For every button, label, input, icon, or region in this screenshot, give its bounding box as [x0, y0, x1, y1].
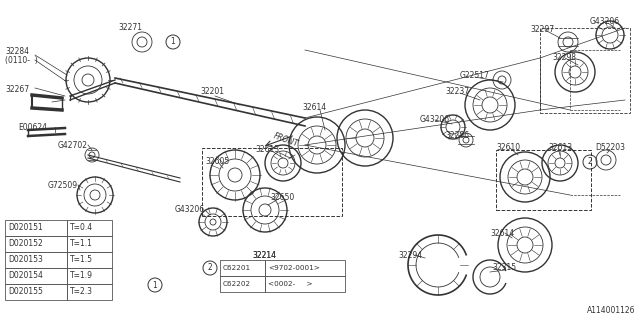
- Text: 32613: 32613: [548, 143, 572, 153]
- Text: 32297: 32297: [530, 26, 554, 35]
- Text: 32214: 32214: [252, 251, 276, 260]
- Bar: [5, 252, 67, 268]
- Text: 32613: 32613: [255, 146, 279, 155]
- Bar: [67, 284, 112, 300]
- Text: G72509: G72509: [48, 180, 78, 189]
- Text: 32201: 32201: [200, 87, 224, 97]
- Bar: [265, 260, 345, 276]
- Text: T=1.9: T=1.9: [70, 271, 93, 281]
- Text: D020152: D020152: [8, 239, 43, 249]
- Bar: [5, 284, 67, 300]
- Bar: [220, 260, 265, 276]
- Text: 2: 2: [207, 263, 212, 273]
- Text: G42702: G42702: [58, 140, 88, 149]
- Text: 32286: 32286: [445, 131, 469, 140]
- Text: G22517: G22517: [460, 70, 490, 79]
- Text: T=0.4: T=0.4: [70, 223, 93, 233]
- Text: <9702-0001>: <9702-0001>: [268, 265, 320, 271]
- Text: C62201: C62201: [223, 265, 251, 271]
- Text: 32610: 32610: [496, 143, 520, 153]
- Text: FRONT: FRONT: [272, 131, 300, 149]
- Text: 32214: 32214: [252, 251, 276, 260]
- Text: D020155: D020155: [8, 287, 43, 297]
- Text: 32237: 32237: [445, 87, 469, 97]
- Bar: [496, 150, 591, 210]
- Text: <0002-     >: <0002- >: [268, 281, 312, 287]
- Text: 32315: 32315: [492, 263, 516, 273]
- Text: 1: 1: [152, 281, 157, 290]
- Text: 32614: 32614: [302, 103, 326, 113]
- Text: 32284: 32284: [5, 47, 29, 57]
- Text: (0110-  ): (0110- ): [5, 55, 38, 65]
- Text: 2: 2: [588, 157, 593, 166]
- Text: D020154: D020154: [8, 271, 43, 281]
- Text: G43206: G43206: [590, 18, 620, 27]
- Text: T=1.1: T=1.1: [70, 239, 93, 249]
- Text: D52203: D52203: [595, 143, 625, 153]
- Text: C62202: C62202: [223, 281, 251, 287]
- Text: 1: 1: [171, 37, 175, 46]
- Text: 32614: 32614: [490, 228, 514, 237]
- Text: D020153: D020153: [8, 255, 43, 265]
- Bar: [67, 236, 112, 252]
- Bar: [67, 268, 112, 284]
- Bar: [202, 148, 342, 216]
- Text: E00624: E00624: [18, 124, 47, 132]
- Text: G43206: G43206: [420, 116, 450, 124]
- Bar: [540, 28, 630, 113]
- Bar: [220, 276, 265, 292]
- Text: G43206: G43206: [175, 205, 205, 214]
- Text: T=1.5: T=1.5: [70, 255, 93, 265]
- Bar: [67, 220, 112, 236]
- Text: 32298: 32298: [552, 53, 576, 62]
- Text: 32605: 32605: [205, 157, 229, 166]
- Bar: [5, 220, 67, 236]
- Text: D020151: D020151: [8, 223, 43, 233]
- Text: A114001126: A114001126: [586, 306, 635, 315]
- Text: 32267: 32267: [5, 85, 29, 94]
- Bar: [67, 252, 112, 268]
- Bar: [265, 276, 345, 292]
- Bar: [5, 268, 67, 284]
- Text: 32294: 32294: [398, 251, 422, 260]
- Text: 32271: 32271: [118, 23, 142, 33]
- Text: T=2.3: T=2.3: [70, 287, 93, 297]
- Text: 32650: 32650: [270, 194, 294, 203]
- Bar: [5, 236, 67, 252]
